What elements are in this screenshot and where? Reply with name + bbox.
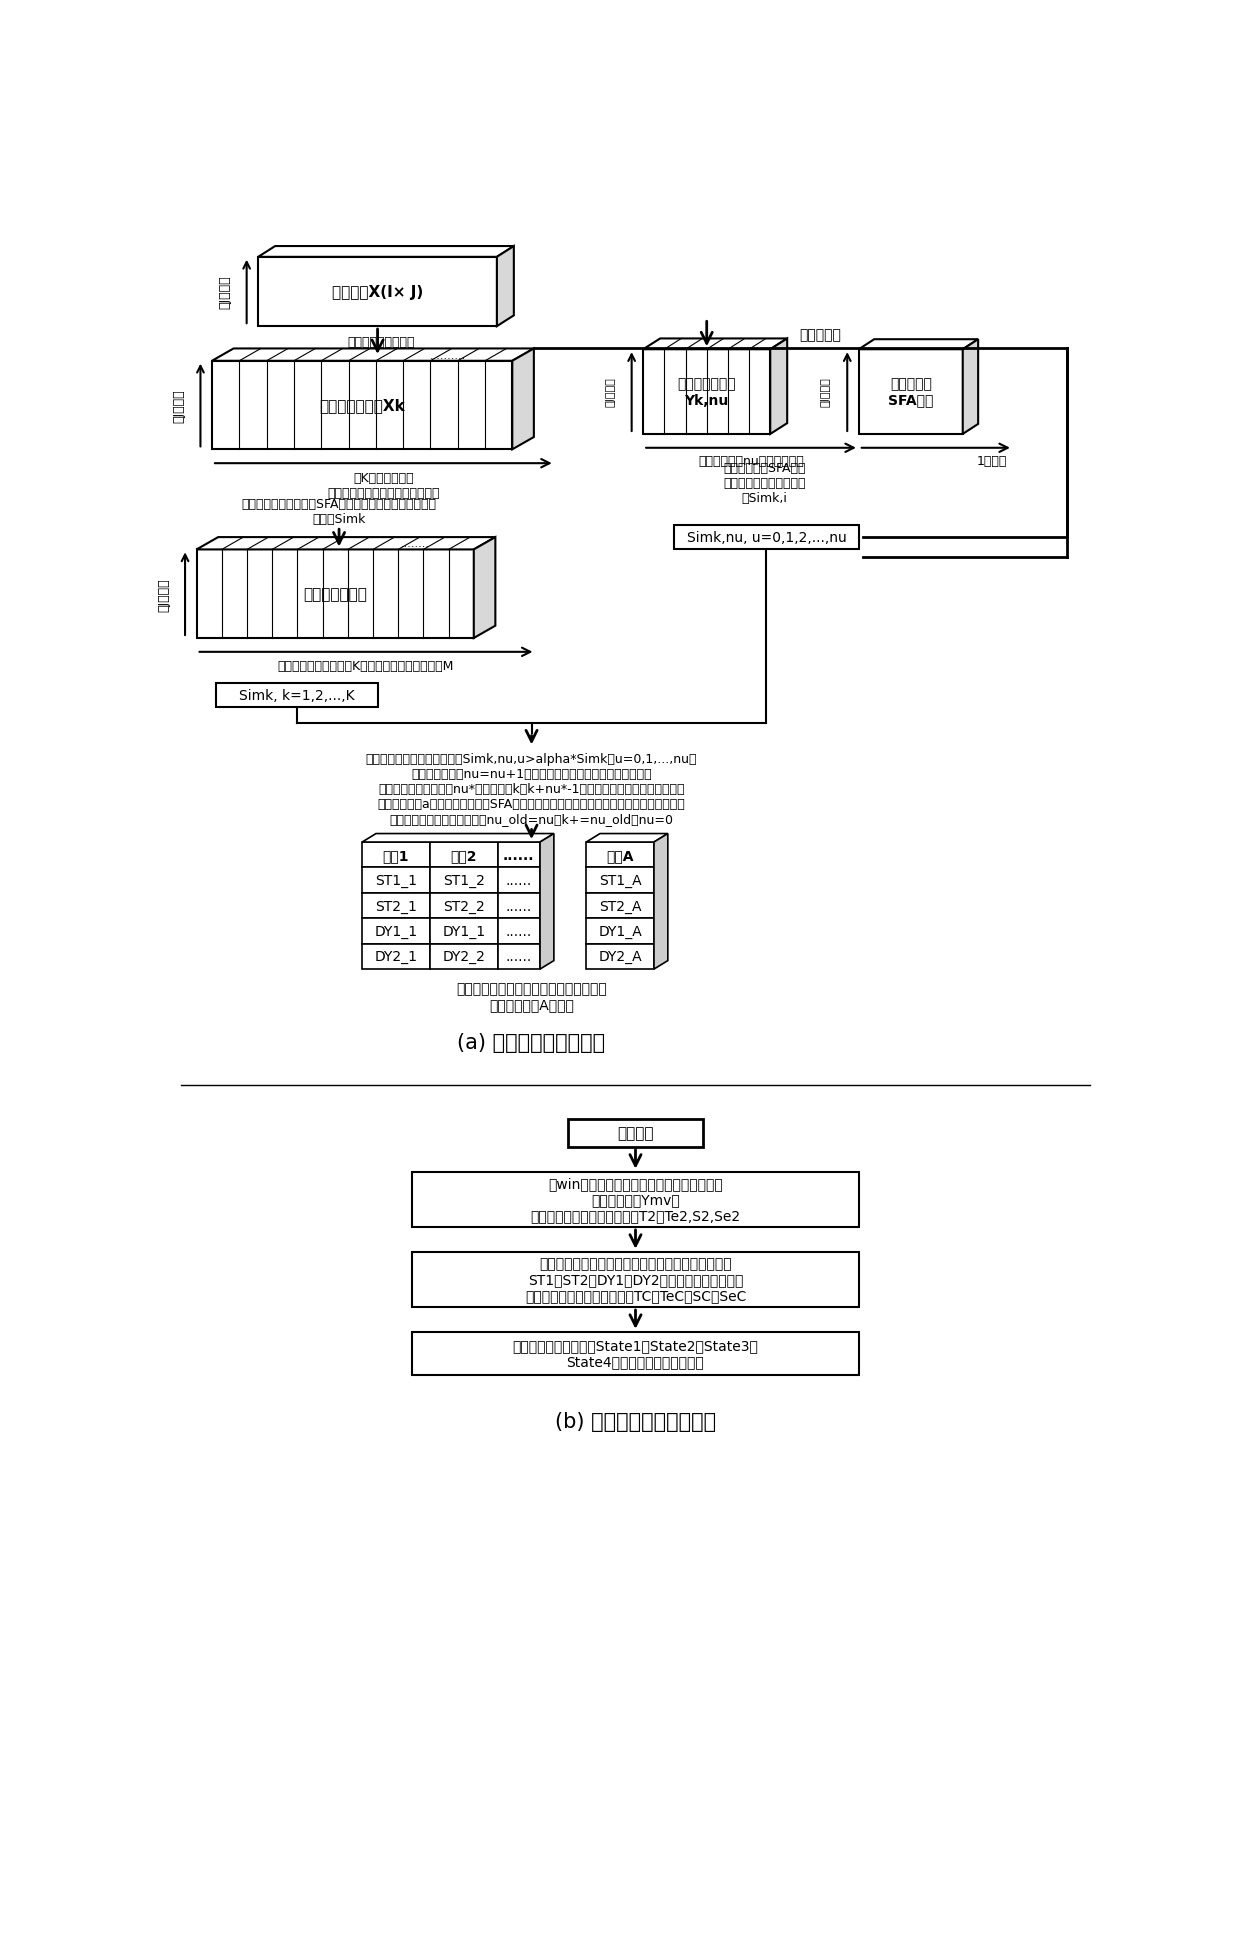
Text: 模型1: 模型1 [383,848,409,862]
Polygon shape [541,835,554,970]
Polygon shape [212,362,512,450]
Bar [675,526,859,549]
Text: ST1_2: ST1_2 [443,874,485,888]
Text: 用当前状态片SFA模型
解算当前各风速片矩阵，
得Simk,i: 用当前状态片SFA模型 解算当前各风速片矩阵， 得Simk,i [723,461,806,504]
Text: 1个模型: 1个模型 [977,454,1007,467]
Text: 有J个参数: 有J个参数 [172,389,186,422]
Text: ......: ...... [506,874,532,888]
Bar [430,843,497,868]
Text: Simk, k=1,2,...,K: Simk, k=1,2,...,K [239,688,355,702]
Text: DY1_A: DY1_A [598,925,642,938]
Text: 初始模型序列方向，有K个初始模型，模型维度为M: 初始模型序列方向，有K个初始模型，模型维度为M [278,661,454,673]
Text: 当前状态片矩阵
Yk,nu: 当前状态片矩阵 Yk,nu [677,377,737,407]
Bar [362,919,430,944]
Bar [587,944,653,970]
Text: ......: ...... [506,950,532,964]
Bar [412,1251,859,1308]
Text: 原始数据X(I× J): 原始数据X(I× J) [332,285,423,299]
Text: ST2_1: ST2_1 [374,899,417,913]
Text: 风道方向，有nu个风速片矩阵: 风道方向，有nu个风速片矩阵 [698,454,804,467]
Bar [587,868,653,893]
Text: 子状态模型与其四个监测统计量的置信限
设最终分出了A类状态: 子状态模型与其四个监测统计量的置信限 设最终分出了A类状态 [456,981,606,1011]
Text: (a) 离线建模过程流程图: (a) 离线建模过程流程图 [458,1032,605,1052]
Text: Simk,nu, u=0,1,2,...,nu: Simk,nu, u=0,1,2,...,nu [687,532,846,545]
Bar [568,1120,703,1148]
Bar [362,868,430,893]
Text: DY2_A: DY2_A [598,950,642,964]
Polygon shape [644,350,770,434]
Bar [497,893,541,919]
Bar [362,843,430,868]
Text: 更新状态片: 更新状态片 [800,328,841,342]
Text: DY2_2: DY2_2 [443,950,485,964]
Text: ST1_A: ST1_A [599,874,641,888]
Text: 若某中连续的三个样本不满足Simk,nu,u>alpha*Simk（u=0,1,...,nu）
若不满足条件，nu=nu+1，向当前状态片内添加下一片风速片；
: 若某中连续的三个样本不满足Simk,nu,u>alpha*Simk（u=0,1,… [366,753,697,825]
Bar [497,843,541,868]
Polygon shape [653,835,668,970]
Polygon shape [859,340,978,350]
Text: 将win条数据根据风速对应到其子状态模型，
得在线子状态Ymv，
计算其对应的四个监测统计量T2，Te2,S2,Se2: 将win条数据根据风速对应到其子状态模型， 得在线子状态Ymv， 计算其对应的四… [531,1177,740,1224]
Bar [412,1171,859,1228]
Text: 有J个参数: 有J个参数 [157,577,170,612]
Text: ST1_1: ST1_1 [374,874,417,888]
Text: ..........: .......... [430,350,466,360]
Bar [430,868,497,893]
Bar [430,919,497,944]
Bar [497,919,541,944]
Polygon shape [197,538,495,549]
Text: 在线数据: 在线数据 [618,1126,653,1142]
Text: 风速片数据矩阵Xk: 风速片数据矩阵Xk [319,399,405,413]
Text: ......: ...... [506,925,532,938]
Polygon shape [644,340,787,350]
Text: ......: ...... [506,899,532,913]
Polygon shape [212,350,534,362]
Text: ST2_2: ST2_2 [443,899,485,913]
Bar [362,944,430,970]
Bar [587,843,653,868]
Text: 有J个参数: 有J个参数 [605,377,615,407]
Polygon shape [197,549,474,639]
Bar [430,944,497,970]
Polygon shape [512,350,534,450]
Text: DY1_1: DY1_1 [443,925,485,938]
Polygon shape [474,538,495,639]
Text: 有J个参数: 有J个参数 [821,377,831,407]
Bar [497,868,541,893]
Text: DY2_1: DY2_1 [374,950,418,964]
Text: 将这四个监测统计量里的每个数据与其子状态对应的
ST1，ST2，DY1，DY2比较，判断是否超限，
统计各监测统计量的超限比例TC，TeC，SC，SeC: 将这四个监测统计量里的每个数据与其子状态对应的 ST1，ST2，DY1，DY2比… [525,1257,746,1302]
Polygon shape [859,350,962,434]
Polygon shape [362,835,554,843]
Bar [587,893,653,919]
Text: ......: ...... [503,848,534,862]
Text: 当前状态片
SFA模型: 当前状态片 SFA模型 [888,377,934,407]
Text: 对风速片数据矩阵执行SFA算法并获得初始风速片模型，
计算得Simk: 对风速片数据矩阵执行SFA算法并获得初始风速片模型， 计算得Simk [242,499,436,526]
Bar [412,1331,859,1374]
Polygon shape [258,258,497,326]
Polygon shape [770,340,787,434]
Text: ST2_A: ST2_A [599,899,641,913]
Text: DY1_1: DY1_1 [374,925,418,938]
Text: 有K个风速片矩阵
风速片内保持其时序性，并标准化: 有K个风速片矩阵 风速片内保持其时序性，并标准化 [327,471,439,499]
Bar [216,684,377,708]
Text: 有J个参数: 有J个参数 [218,276,232,309]
Text: 模型2: 模型2 [450,848,477,862]
Text: 模型A: 模型A [606,848,634,862]
Text: (b) 在线监测过程的流程图: (b) 在线监测过程的流程图 [556,1412,715,1431]
Polygon shape [497,246,513,326]
Text: ........: ........ [401,540,430,549]
Text: 准备风道片数据矩阵: 准备风道片数据矩阵 [347,336,415,348]
Text: 风速片初始模型: 风速片初始模型 [304,586,367,602]
Polygon shape [587,835,668,843]
Bar [430,893,497,919]
Bar [497,944,541,970]
Polygon shape [962,340,978,434]
Bar [362,893,430,919]
Text: 设定四个状态判断变量State1、State2、State3、
State4，进行对风机状态的判断: 设定四个状态判断变量State1、State2、State3、 State4，进… [512,1339,759,1368]
Polygon shape [258,246,513,258]
Bar [587,919,653,944]
